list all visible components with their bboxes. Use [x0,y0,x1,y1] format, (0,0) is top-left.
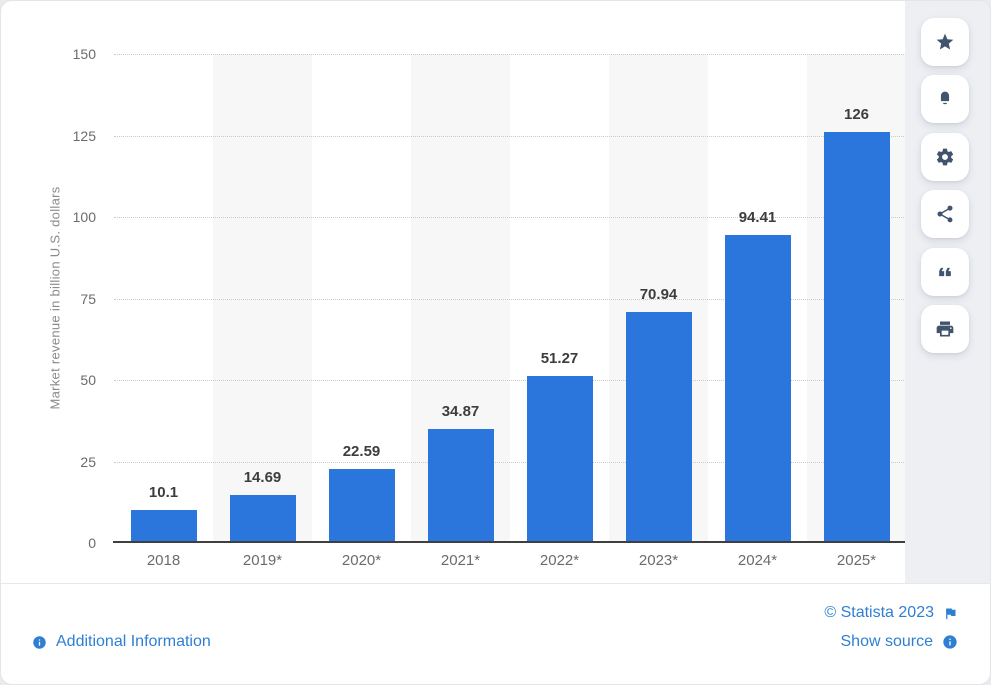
bar-value-label: 51.27 [540,350,579,367]
bar[interactable] [526,376,593,543]
x-tick-label: 2025* [836,552,877,569]
settings-button[interactable] [921,133,969,181]
x-tick-label: 2021* [440,552,481,569]
share-button[interactable] [921,190,969,238]
bar-value-label: 94.41 [738,209,777,226]
statista-copyright-link[interactable]: © Statista 2023 [824,604,958,622]
bar[interactable] [724,235,791,543]
gear-icon [936,148,954,166]
gridline [114,380,906,381]
x-tick-label: 2023* [638,552,679,569]
flag-icon [946,608,956,619]
gridline [114,136,906,137]
info-icon [33,635,46,649]
y-tick-label: 0 [88,535,96,551]
bell-icon [940,91,950,105]
favorite-button[interactable] [921,18,969,66]
gridline [114,299,906,300]
quote-icon [939,267,951,277]
plot-band [213,54,312,543]
y-tick-label: 25 [80,454,96,470]
bar[interactable] [229,495,296,543]
y-tick-label: 100 [72,209,96,225]
bar-value-label: 126 [843,106,870,123]
bar-value-label: 34.87 [441,403,480,420]
bar-value-label: 14.69 [243,469,282,486]
y-tick-label: 50 [80,372,96,388]
cite-button[interactable] [921,248,969,296]
x-tick-label: 2020* [341,552,382,569]
x-tick-label: 2019* [242,552,283,569]
y-tick-label: 75 [80,291,96,307]
gridline [114,217,906,218]
additional-information-label: Additional Information [56,633,211,650]
action-sidebar [905,1,990,583]
bar[interactable] [328,469,395,543]
notifications-button[interactable] [921,75,969,123]
bar-value-label: 10.1 [148,484,179,501]
show-source-link[interactable]: Show source [841,633,959,651]
bar[interactable] [823,132,890,543]
share-icon [937,205,953,223]
additional-information-link[interactable]: Additional Information [32,633,211,651]
star-icon [936,33,954,50]
y-tick-label: 150 [72,46,96,62]
x-tick-label: 2018 [146,552,181,569]
bar[interactable] [427,429,494,543]
x-tick-label: 2024* [737,552,778,569]
show-source-label: Show source [840,633,934,650]
print-button[interactable] [921,305,969,353]
bar-value-label: 70.94 [639,286,678,303]
gridline [114,54,906,55]
bar[interactable] [625,312,692,543]
x-tick-label: 2022* [539,552,580,569]
x-axis-line [113,541,907,543]
print-icon [936,321,954,337]
footer-divider [1,583,990,584]
copyright-label: © Statista 2023 [824,604,934,621]
gridline [114,462,906,463]
info-icon [943,635,957,649]
bar-value-label: 22.59 [342,443,381,460]
y-tick-label: 125 [72,128,96,144]
bar[interactable] [130,510,197,543]
